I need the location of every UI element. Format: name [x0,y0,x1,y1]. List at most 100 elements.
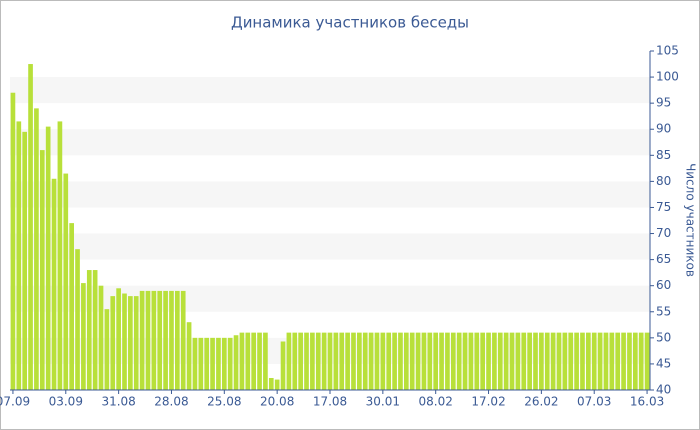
bar [632,332,638,390]
y-tick-label: 100 [656,70,679,84]
bar [227,337,233,390]
bar [116,288,121,390]
bar [233,335,239,390]
x-tick-label: 07.09 [0,395,30,409]
bar [304,332,309,390]
bar [145,290,151,390]
bar [380,332,386,390]
bar [556,332,562,390]
bar [280,341,286,390]
chart-title: Динамика участников беседы [231,14,469,32]
bar [86,270,92,390]
bar [439,332,444,390]
bar [509,332,515,390]
bar [615,332,621,390]
y-tick-label: 75 [656,200,671,214]
bar [298,332,303,390]
bar [486,332,491,390]
x-tick-label: 25.08 [207,395,241,409]
bar [497,332,503,390]
bar [644,332,650,390]
bar [210,337,215,390]
bar [63,173,69,390]
bar [421,332,427,390]
grid-band [10,233,650,260]
bar [580,332,585,390]
bar [445,332,450,390]
bar [609,332,615,390]
bar [245,332,251,390]
bar [392,332,397,390]
bar [310,332,315,390]
bar [433,332,439,390]
bar [221,337,227,390]
bar [638,332,644,390]
bar [263,332,268,390]
bar [16,121,22,391]
x-tick-label: 17.02 [471,395,505,409]
bar [603,332,609,390]
y-tick-label: 65 [656,252,671,266]
bar [468,332,474,390]
bar [368,332,374,390]
bar [362,332,368,390]
grid-band [10,285,650,312]
bar [163,290,168,390]
bar [92,270,98,390]
x-tick-label: 20.08 [260,395,294,409]
bar [315,332,321,390]
bar [10,92,16,390]
bar [339,332,345,390]
bar [151,290,157,390]
bar [357,332,362,390]
grid-band [10,129,650,156]
bar [591,332,597,390]
y-tick-label: 95 [656,96,671,110]
y-axis-label: Число участников [684,163,698,277]
bar [75,249,80,390]
bar [462,332,468,390]
bar [39,150,45,390]
bar [257,332,262,390]
bar [57,121,63,391]
bar [621,332,626,390]
x-tick-label: 17.08 [313,395,347,409]
bar [398,332,403,390]
y-tick-label: 90 [656,122,671,136]
bar [386,332,392,390]
bar [515,332,521,390]
grid-band [10,77,650,104]
bar [216,337,221,390]
bar [128,296,133,390]
x-tick-label: 30.01 [366,395,400,409]
bar [34,108,39,390]
bar [51,178,57,390]
bar [292,332,298,390]
y-tick-label: 85 [656,148,671,162]
bar [139,290,145,390]
bar [403,332,409,390]
bar [427,332,433,390]
bar [333,332,339,390]
y-tick-label: 50 [656,330,671,344]
bar [586,332,591,390]
x-tick-label: 31.08 [101,395,135,409]
bar [597,332,603,390]
y-tick-label: 45 [656,356,671,370]
bar [345,332,350,390]
bar [169,290,174,390]
bar [544,332,550,390]
bar [503,332,509,390]
bar [192,337,198,390]
x-tick-label: 28.08 [154,395,188,409]
x-tick-label: 26.02 [524,395,558,409]
y-tick-label: 105 [656,44,679,58]
y-tick-label: 80 [656,174,671,188]
bar [351,332,356,390]
bar [521,332,527,390]
bar [251,332,257,390]
y-tick-label: 55 [656,304,671,318]
bar [104,309,110,390]
bar [550,332,556,390]
